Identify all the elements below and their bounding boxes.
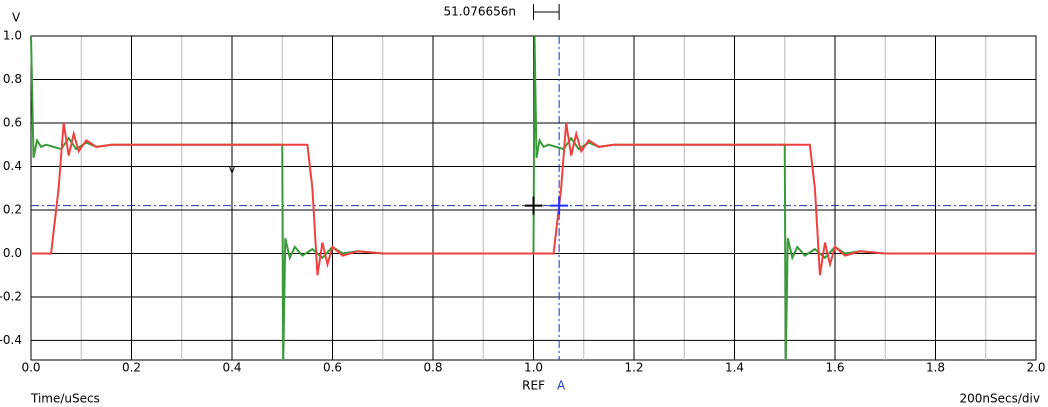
- y-tick-label: 0.2: [3, 202, 22, 216]
- a-label: A: [557, 379, 566, 393]
- x-tick-label: 1.6: [825, 361, 844, 375]
- x-tick-label: 1.2: [624, 361, 643, 375]
- x-axis-label: Time/uSecs: [30, 392, 100, 406]
- x-tick-label: 0.6: [323, 361, 342, 375]
- y-tick-label: 0.6: [3, 115, 22, 129]
- cursor-delta-bracket: [533, 4, 560, 20]
- y-tick-label: 1.0: [3, 29, 22, 43]
- x-tick-label: 1.8: [926, 361, 945, 375]
- y-tick-label: 0.8: [3, 72, 22, 86]
- x-tick-label: 0.8: [423, 361, 442, 375]
- y-axis-label: V: [12, 11, 21, 25]
- y-tick-label: 0.0: [3, 246, 22, 260]
- x-tick-label: 1.4: [725, 361, 744, 375]
- ref-label: REF: [522, 379, 545, 393]
- x-tick-label: 0.4: [222, 361, 241, 375]
- y-tick-label: -0.2: [0, 289, 22, 303]
- series-line: [31, 122, 1036, 276]
- scale-label: 200nSecs/div: [960, 392, 1040, 406]
- marker-label: V: [229, 165, 236, 176]
- cursor-ref-cross: [524, 196, 543, 215]
- cursor-delta: 51.076656n: [444, 5, 517, 19]
- y-tick-label: -0.4: [0, 333, 22, 347]
- x-tick-label: 2.0: [1026, 361, 1045, 375]
- x-tick-label: 0.2: [122, 361, 141, 375]
- y-tick-label: 0.4: [3, 159, 22, 173]
- x-tick-label: 1.0: [524, 361, 543, 375]
- cursor-a-cross: [550, 196, 569, 215]
- x-tick-label: 0.0: [21, 361, 40, 375]
